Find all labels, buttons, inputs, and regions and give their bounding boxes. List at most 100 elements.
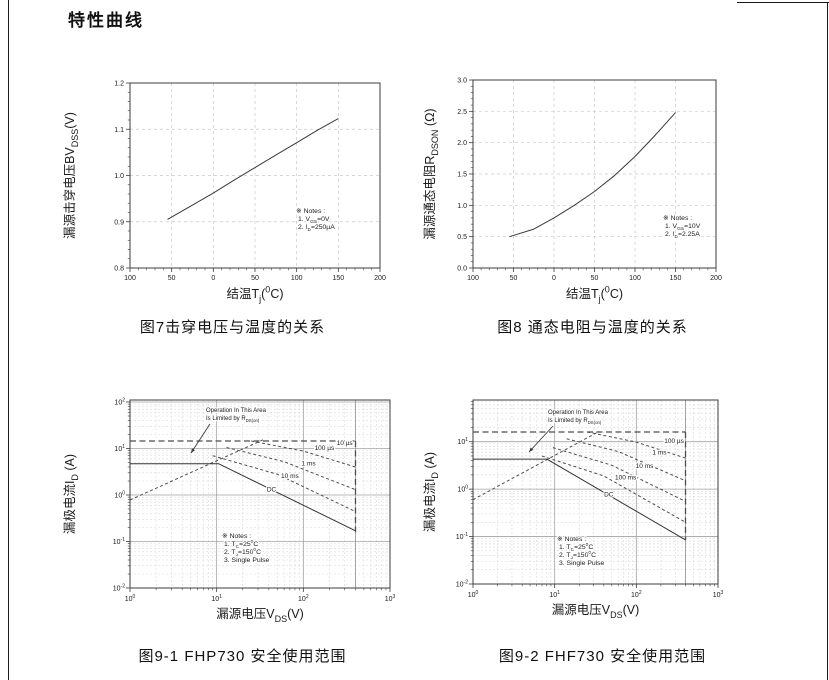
y-tick-label: 0.5 — [457, 234, 467, 241]
y-tick-label: 100 — [457, 485, 468, 494]
y-tick-label: 2.0 — [457, 140, 467, 147]
fig8-caption: 图8 通态电阻与温度的关系 — [497, 319, 688, 336]
x-tick-label: 100 — [468, 590, 479, 599]
fig9_1-series-10ms — [212, 455, 356, 513]
fig9_2-series-dc — [473, 458, 686, 541]
fig9_2-x-axis-title: 漏源电压VDS(V) — [552, 602, 640, 620]
fig9_2-label-100µs: 100 µs — [664, 438, 684, 445]
x-tick-label: 50 — [510, 275, 518, 282]
x-tick-label: 101 — [549, 590, 560, 599]
fig9_2-label-DC: DC — [604, 491, 614, 498]
y-tick-label: 1.0 — [114, 173, 124, 180]
y-tick-label: 100 — [114, 491, 125, 500]
fig7-y-axis-title: 漏源击穿电压BVDSS(V) — [62, 112, 80, 239]
fig9_1-figure: 100 101 102 103 10-2 10-1 100 101 102 10 µs 100 µs… — [60, 388, 405, 640]
fig8-plot: 100 50 0 50 100 150 200 0.0 0.5 1.0 1.5 2.0 2.5 3.0 ※ … — [422, 78, 722, 304]
fig9_1-annotation-line-0: Operation In This Area — [206, 408, 267, 414]
fig9_1-x-axis-title: 漏源电压VDS(V) — [216, 606, 304, 624]
fig8-series-rdson-vs-tj — [509, 112, 676, 238]
y-tick-label: 10-1 — [113, 537, 125, 546]
page-title: 特性曲线 — [68, 11, 144, 31]
fig9_2-series-10ms — [552, 447, 686, 502]
fig9_1-annotation-line-1: Is Limited by RDS(on) — [206, 416, 260, 423]
fig9_1-annotation-arrowhead — [191, 448, 195, 453]
x-tick-label: 150 — [670, 275, 682, 282]
x-tick-label: 50 — [251, 275, 259, 282]
x-tick-label: 103 — [713, 590, 724, 599]
y-tick-label: 10-1 — [456, 532, 468, 541]
y-tick-label: 1.1 — [114, 127, 124, 134]
fig9_1-notes-header: ※ Notes : — [222, 533, 251, 540]
y-tick-label: 1.5 — [457, 172, 467, 179]
x-tick-label: 100 — [124, 275, 136, 282]
fig9_1-caption: 图9-1 FHP730 安全使用范围 — [138, 648, 347, 665]
fig9_2-label-10ms: 10 ms — [636, 463, 654, 470]
y-tick-label: 1.2 — [114, 81, 124, 88]
fig9_1-series-rds-on-limit — [129, 438, 266, 501]
fig9_2-label-100ms: 100 ms — [615, 474, 637, 481]
fig9_2-figure: 100 101 102 103 10-2 10-1 100 101 100 µs 1 ms 10 m… — [420, 388, 765, 640]
page-border-left — [8, 0, 9, 680]
x-tick-label: 100 — [467, 275, 479, 282]
x-tick-label: 200 — [710, 275, 722, 282]
fig9_1-frame — [129, 399, 391, 589]
fig9_1-label-10ms: 10 ms — [281, 473, 299, 480]
y-tick-label: 101 — [457, 437, 468, 446]
fig7-plot: 100 50 0 50 100 150 200 0.8 0.9 1.0 1.1 1.2 ※ Notes … — [62, 81, 386, 304]
fig7-x-axis-title: 结温Tj(0C) — [226, 284, 283, 303]
fig8-y-axis-title: 漏源通态电阻RDSON (Ω) — [422, 108, 440, 239]
fig7-series-bvdss-vs-tj — [167, 118, 339, 220]
x-tick-label: 100 — [125, 594, 136, 603]
x-tick-label: 102 — [631, 590, 642, 599]
fig9_2-label-1ms: 1 ms — [652, 449, 667, 456]
fig9_2-plot: 100 101 102 103 10-2 10-1 100 101 100 µs 1 ms 10 m… — [422, 399, 724, 620]
fig7-figure: 100 50 0 50 100 150 200 0.8 0.9 1.0 1.1 1.2 ※ Notes … — [60, 65, 405, 317]
fig9_2-caption: 图9-2 FHF730 安全使用范围 — [498, 648, 707, 665]
fig7-notes-header: ※ Notes : — [296, 208, 325, 215]
x-tick-label: 150 — [332, 275, 344, 282]
fig9_2-annotation-line-0: Operation In This Area — [548, 410, 609, 416]
x-tick-label: 100 — [291, 275, 303, 282]
fig9_2-notes-header: ※ Notes : — [557, 536, 586, 543]
x-tick-label: 101 — [211, 594, 222, 603]
x-tick-label: 50 — [168, 275, 176, 282]
fig9_2-annotation-line-1: Is Limited by RDS(on) — [548, 418, 602, 425]
fig9_2-annotation-arrow — [528, 425, 554, 453]
fig9_1-series-100us — [251, 440, 356, 468]
fig9_1-notes-line-2: 3. Single Pulse — [224, 557, 270, 564]
fig9_2-series-100us — [587, 431, 686, 459]
fig8-notes-line-0: 1. VGS=10V — [665, 223, 701, 232]
x-tick-label: 50 — [591, 275, 599, 282]
fig9_2-frame — [472, 399, 719, 585]
y-tick-label: 1.0 — [457, 203, 467, 210]
y-tick-label: 2.5 — [457, 109, 467, 116]
x-tick-label: 0 — [552, 275, 556, 282]
x-tick-label: 103 — [385, 594, 396, 603]
fig8-notes-line-1: 2. ID=2.25A — [665, 231, 700, 240]
fig9_1-annotation-arrow — [190, 423, 211, 454]
x-tick-label: 0 — [211, 275, 215, 282]
fig9_2-series-1ms — [566, 438, 686, 482]
fig8-figure: 100 50 0 50 100 150 200 0.0 0.5 1.0 1.5 2.0 2.5 3.0 ※ … — [420, 65, 765, 317]
page-border-top-right — [737, 2, 829, 3]
fig9_2-notes-line-0: 1. TC=250C — [559, 542, 593, 553]
fig7-notes-line-0: 1. VGS=0V — [298, 216, 330, 225]
y-tick-label: 102 — [114, 398, 125, 407]
y-tick-label: 0.8 — [114, 266, 124, 273]
x-tick-label: 100 — [629, 275, 641, 282]
fig9_2-series-100ms — [541, 455, 686, 523]
fig9_2-annotation-arrowhead — [529, 447, 534, 452]
fig9_2-notes-line-1: 2. TJ=1500C — [559, 550, 596, 561]
fig9_1-y-axis-title: 漏极电流ID (A) — [62, 454, 80, 534]
y-tick-label: 101 — [114, 444, 125, 453]
fig9_1-series-1ms — [226, 447, 356, 491]
y-tick-label: 10-2 — [456, 580, 468, 589]
fig9_1-notes-line-0: 1. TC=250C — [224, 539, 258, 550]
fig9_1-label-100µs: 100 µs — [315, 445, 335, 452]
page-border-right — [827, 2, 828, 680]
fig9_1-label-1ms: 1 ms — [302, 461, 317, 468]
fig9_1-series-dc — [130, 463, 356, 532]
y-tick-label: 0.0 — [457, 266, 467, 273]
